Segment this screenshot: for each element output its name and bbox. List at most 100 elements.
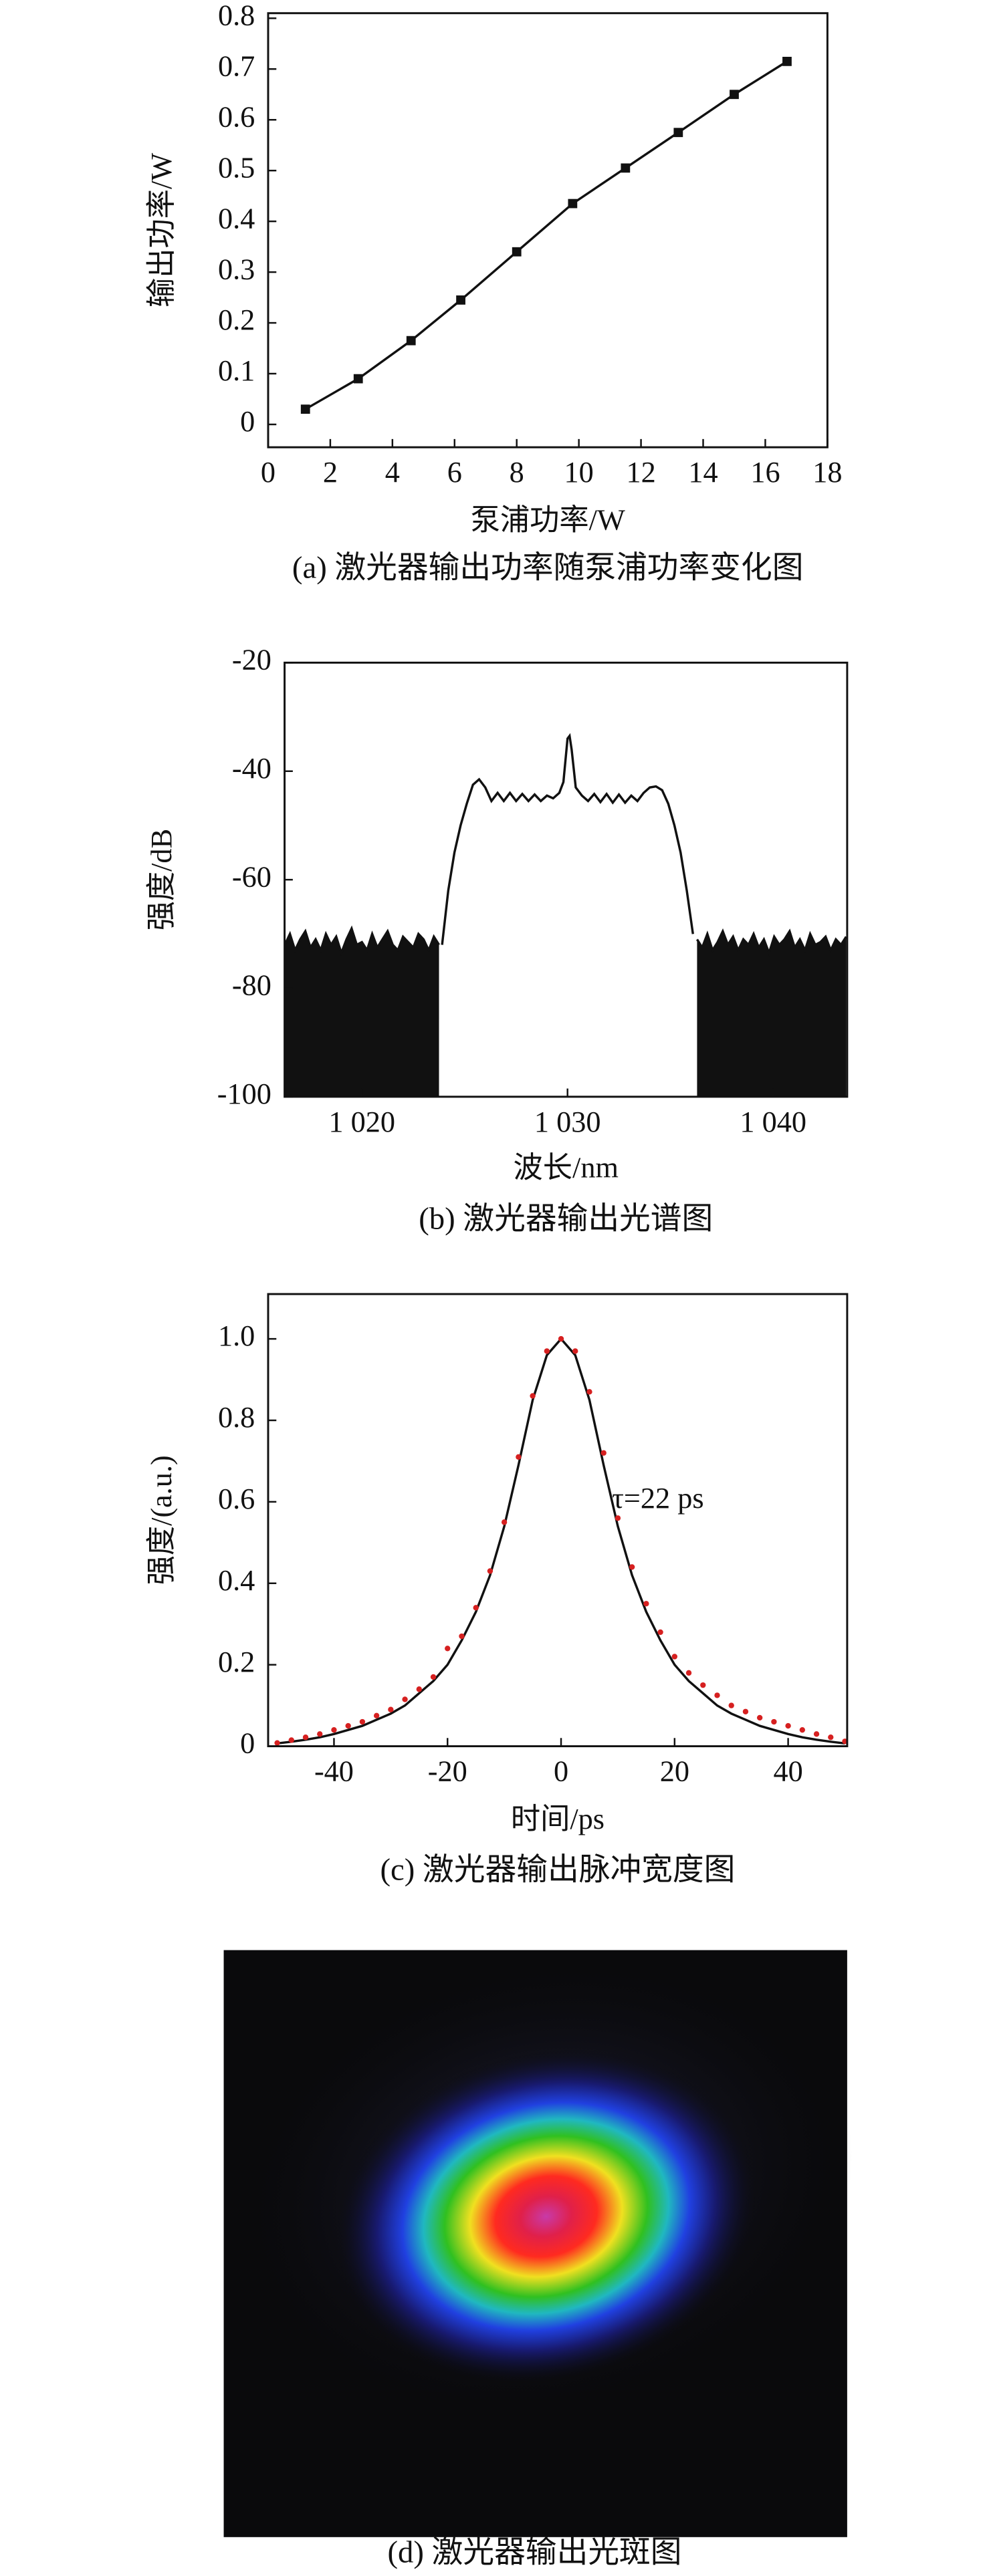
marker [771,1718,777,1725]
marker [643,1601,649,1607]
x-tick-label: 4 [385,456,400,489]
chart: 0 2 4 6 8 10 12 14 16 18 0 0.1 0.2 0.3 0.4 0.5 0.6 0.7 0.8… [145,0,842,585]
x-tick-label: 0 [554,1755,568,1788]
marker [487,1568,494,1574]
x-tick-label: 0 [261,456,276,489]
marker [756,1714,763,1721]
marker [842,1738,847,1745]
y-tick-label: 0.8 [218,0,255,31]
y-tick-label: 0.6 [218,1483,255,1515]
marker [373,1712,380,1719]
marker [685,1670,692,1676]
marker [785,1722,791,1729]
y-axis-title: 强度/dB [145,829,178,931]
y-tick-label: 0 [240,405,255,438]
marker [353,374,363,384]
y-tick-label: 1.0 [218,1319,255,1352]
x-tick-label: 10 [564,456,594,489]
marker [728,1702,734,1708]
marker [430,1674,437,1680]
plot-area [274,1335,847,1746]
annotation: τ=22 ps [612,1482,703,1515]
x-tick-label: 20 [660,1755,689,1788]
y-tick-label: -60 [232,860,271,893]
x-tick-label: 16 [750,456,780,489]
marker [782,56,792,66]
series-line [441,733,694,945]
chart: -40 -20 0 20 40 0 0.2 0.4 0.6 0.8 1.0 时间/ps 强度/(a.u.… [145,1293,849,1888]
y-tick-label: 0.8 [218,1401,255,1434]
x-tick-label: 1 040 [740,1106,806,1138]
marker [416,1686,422,1692]
marker [629,1564,635,1570]
y-tick-label: 0.1 [218,354,255,387]
marker [302,1734,309,1741]
caption: (a) 激光器输出功率随泵浦功率变化图 [292,550,804,585]
caption: (d) 激光器输出光斑图 [387,2535,681,2570]
marker [388,1706,394,1712]
y-tick-label: 0.5 [218,151,255,184]
marker [456,295,465,305]
x-tick-label: 2 [323,456,338,489]
y-tick-label: 0.2 [218,1646,255,1678]
marker [714,1692,720,1698]
x-tick-label: 18 [812,456,842,489]
x-tick-label: -20 [428,1755,467,1788]
marker [512,247,522,257]
x-tick-label: -40 [314,1755,354,1788]
y-tick-label: 0 [240,1727,255,1760]
x-tick-label: 14 [688,456,718,489]
y-tick-label: -80 [232,969,271,1002]
marker [473,1605,479,1611]
area-fill [697,931,847,1097]
marker [586,1389,592,1395]
y-tick-label: 0.3 [218,253,255,285]
marker [300,404,310,414]
marker [530,1393,536,1399]
marker [558,1335,564,1342]
x-tick-label: 12 [626,456,655,489]
plot-frame [267,12,829,448]
marker [445,1646,451,1652]
marker [402,1696,408,1702]
marker [459,1633,465,1640]
y-axis-title: 强度/(a.u.) [145,1455,178,1585]
plot-frame [267,1293,849,1748]
y-tick-label: 0.6 [218,100,255,133]
caption: (c) 激光器输出脉冲宽度图 [380,1853,735,1888]
marker [657,1629,663,1636]
area-fill [284,928,439,1097]
marker [673,128,683,138]
x-axis-title: 波长/nm [514,1152,619,1184]
x-tick-label: 8 [510,456,524,489]
plot-area [284,733,847,1097]
marker [572,1348,578,1354]
marker [317,1731,323,1737]
y-tick-label: -20 [232,644,271,676]
marker [568,199,578,209]
marker [700,1682,706,1688]
y-tick-label: -40 [232,752,271,785]
marker [544,1348,550,1354]
marker [274,1740,280,1746]
y-tick-label: 0.4 [218,202,255,235]
marker [813,1731,820,1737]
x-tick-label: 6 [447,456,462,489]
x-tick-label: 40 [773,1755,802,1788]
chart: 1 020 1 030 1 040 -100 -80 -60 -40 -20 波长/nm 强度/d… [145,644,849,1237]
x-axis-title: 时间/ps [511,1803,605,1835]
series-line [277,1337,845,1745]
series-line [695,928,847,956]
marker [288,1737,294,1743]
marker [621,163,631,173]
marker [615,1515,621,1521]
series-line [304,60,788,410]
series-line [284,925,440,956]
marker [730,90,739,100]
beam-spot [334,2049,758,2385]
marker [516,1454,522,1460]
y-tick-label: 0.4 [218,1564,255,1597]
y-tick-label: 0.2 [218,303,255,336]
marker [501,1519,508,1525]
